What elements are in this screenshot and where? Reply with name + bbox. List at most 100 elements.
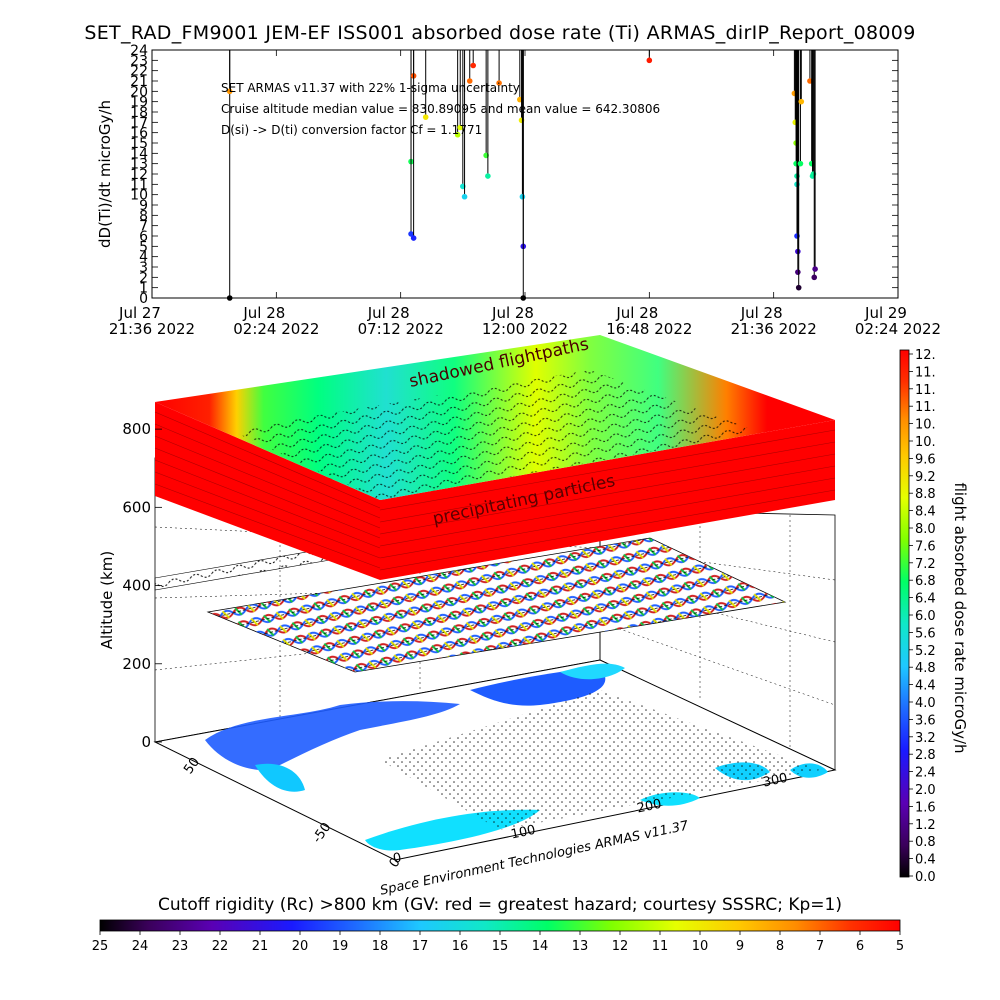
y-tick-label: 24 [130,43,148,59]
dose-tick-label: 12. [915,348,936,363]
chart-title: SET_RAD_FM9001 JEM-EF ISS001 absorbed do… [84,22,916,44]
y-tick-label: 21 [130,74,148,90]
data-point [470,62,476,69]
data-point [466,78,473,84]
dose-tick-label: 6.0 [915,609,936,624]
data-point [798,98,805,105]
data-point [485,173,491,179]
rigidity-tick-label: 7 [816,939,824,954]
dose-tick-label: 4.8 [915,661,936,676]
dose-tick-label: 8.0 [915,522,936,537]
altitude-tick-label: 200 [122,655,151,673]
data-point [795,284,802,291]
x-tick-label-top: Jul 29 [864,304,907,322]
dose-tick-label: 0.0 [915,870,936,885]
rigidity-colorbar-ticks: 25 24 23 22 21 20 19 18 17 16 15 14 13 12 11 10 9 8 7 6 5 [92,931,904,954]
dose-tick-label: 4.0 [915,696,936,711]
rigidity-tick-label: 25 [92,939,109,954]
y-tick-label: 7 [139,219,148,235]
y-tick-label: 14 [130,146,148,162]
x-tick-label-top: Jul 28 [242,304,285,322]
y-tick-label: 3 [139,260,148,276]
dose-colorbar-label: flight absorbed dose rate microGy/h [951,482,969,753]
data-point [422,114,429,120]
rigidity-tick-label: 14 [532,939,549,954]
y-tick-label: 9 [139,198,148,214]
longitude-tick-label: 200 [636,797,663,817]
dose-tick-label: 4.4 [915,679,936,694]
data-point [408,231,414,237]
rigidity-tick-label: 5 [896,939,904,954]
x-tick-label-bottom: 16:48 2022 [606,320,692,338]
y-tick-label: 17 [130,115,148,131]
slab-front-face [380,420,835,580]
three-d-panel: shadowed flightpaths precipitating parti… [98,334,837,899]
rigidity-tick-label: 22 [212,939,229,954]
altitude-axis-label: Altitude (km) [98,551,116,649]
altitude-axis-ticks: 0 200 400 600 800 [122,420,162,751]
annotation-text: D(si) -> D(ti) conversion factor Cf = 1.… [221,123,482,137]
data-point [461,193,468,200]
data-point [226,295,233,301]
dose-colorbar-ticks: 12. 11. 11. 11. 10. 10. 9.6 9.2 8.8 8.4 8.0 7.6 7.2 6… [909,348,936,885]
rigidity-tick-label: 20 [292,939,309,954]
x-tick-label-bottom: 21:36 2022 [109,320,195,338]
data-point [797,160,804,167]
dose-tick-label: 5.2 [915,644,936,659]
orbit-tracks [208,538,785,672]
data-point [646,57,653,64]
y-tick-label: 19 [130,95,148,111]
dose-tick-label: 1.6 [915,800,936,815]
longitude-tick-label: 300 [762,771,789,791]
dose-colorbar-gradient [899,349,910,878]
data-point [226,88,233,95]
altitude-tick-label: 0 [141,733,151,751]
rigidity-tick-label: 24 [132,939,149,954]
data-point [496,80,502,86]
data-point [410,235,417,241]
rigidity-colorbar: 25 24 23 22 21 20 19 18 17 16 15 14 13 12 11 10 9 8 7 6 5 [92,919,904,954]
rigidity-tick-label: 11 [652,939,669,954]
x-tick-label-top: Jul 28 [615,304,658,322]
x-tick-label-top: Jul 28 [740,304,783,322]
x-tick-label-bottom: 02:24 2022 [855,320,941,338]
annotations: SET ARMAS v11.37 with 22% 1-sigma uncert… [221,81,660,137]
dose-tick-label: 1.2 [915,818,936,833]
data-point [520,295,527,301]
rigidity-tick-label: 21 [252,939,269,954]
dose-tick-label: 2.4 [915,766,936,781]
y-tick-label: 18 [130,105,148,121]
y-tick-label: 23 [130,53,148,69]
rigidity-tick-label: 10 [692,939,709,954]
y-tick-label: 0 [139,291,148,307]
rigidity-tick-label: 18 [372,939,389,954]
y-tick-label: 13 [130,157,148,173]
dose-tick-label: 11. [915,400,936,415]
x-tick-label-bottom: 02:24 2022 [233,320,319,338]
annotation-text: SET ARMAS v11.37 with 22% 1-sigma uncert… [221,81,520,95]
dose-tick-label: 2.0 [915,783,936,798]
map-tracks [380,690,820,830]
y-tick-label: 22 [130,64,148,80]
data-point [812,266,818,272]
rigidity-tick-label: 13 [572,939,589,954]
dose-tick-label: 5.6 [915,626,936,641]
dose-colorbar: 12. 11. 11. 11. 10. 10. 9.6 9.2 8.8 8.4 8.0 7.6 7.2 6… [899,348,969,885]
altitude-tick-label: 600 [122,498,151,516]
y-tick-label: 11 [130,177,148,193]
y-tick-label: 20 [130,84,148,100]
rigidity-colorbar-gradient [99,919,901,932]
data-points [226,50,818,301]
dose-tick-label: 8.8 [915,487,936,502]
x-tick-label-bottom: 12:00 2022 [482,320,568,338]
dose-tick-label: 3.6 [915,713,936,728]
rigidity-tick-label: 9 [736,939,744,954]
y-tick-label: 4 [139,250,148,266]
longitude-ticks: 0 100 200 300 [392,771,789,867]
longitude-tick-label: 0 [392,850,403,866]
x-tick-label-top: Jul 28 [367,304,410,322]
data-point [457,124,464,131]
data-point [811,274,818,281]
y-tick-label: 12 [130,167,148,183]
